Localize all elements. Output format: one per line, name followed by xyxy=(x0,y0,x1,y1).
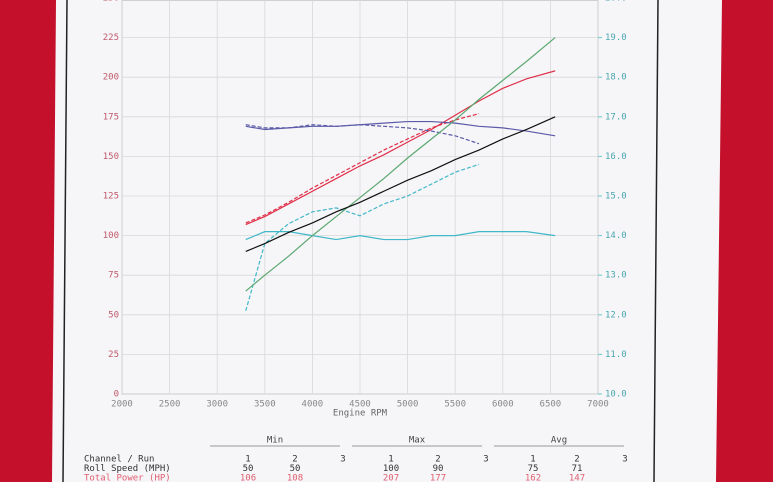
cell: 108 xyxy=(287,474,303,482)
cell: 3 xyxy=(340,455,345,465)
cell: 2 xyxy=(574,455,579,465)
row-label: Total Power (HP) xyxy=(84,474,171,482)
y2-tick-label: 16.0 xyxy=(605,152,627,162)
paper xyxy=(52,0,722,482)
cell: 50 xyxy=(290,464,301,474)
y-tick-label: 150 xyxy=(103,152,119,162)
y2-tick-label: 10.0 xyxy=(605,390,627,400)
x-tick-label: 5500 xyxy=(444,400,466,410)
cell: 207 xyxy=(383,474,399,482)
y2-tick-label: 11.0 xyxy=(605,350,627,360)
row-label: Roll Speed (MPH) xyxy=(84,464,171,474)
cell: 1 xyxy=(530,455,535,465)
series-line xyxy=(245,113,480,224)
y2-tick-label: 12.0 xyxy=(605,310,627,320)
x-tick-label: 2500 xyxy=(159,400,181,410)
series-line xyxy=(245,120,556,137)
y2-tick-label: 19.0 xyxy=(605,33,627,43)
y-tick-label: 75 xyxy=(108,271,119,281)
x-tick-label: 3500 xyxy=(254,400,276,410)
cell: 3 xyxy=(622,455,627,465)
group-header: Avg xyxy=(551,436,567,446)
series-line xyxy=(245,37,556,292)
cell: 3 xyxy=(483,455,488,465)
cell: 162 xyxy=(525,474,541,482)
cell: 1 xyxy=(245,455,250,465)
cell: 75 xyxy=(528,464,539,474)
row-label: Channel / Run xyxy=(84,455,154,465)
y2-tick-label: 13.0 xyxy=(605,271,627,281)
paper-edge xyxy=(62,0,68,482)
y-tick-label: 200 xyxy=(103,73,119,83)
group-header: Max xyxy=(409,436,426,446)
y-tick-label: 225 xyxy=(103,33,119,43)
y2-tick-label: 15.0 xyxy=(605,192,627,202)
x-tick-label: 6500 xyxy=(540,400,562,410)
series-line xyxy=(245,163,480,312)
y-tick-label: 25 xyxy=(108,350,119,360)
x-tick-label: 2000 xyxy=(111,400,133,410)
x-tick-label: 7000 xyxy=(587,400,609,410)
x-tick-label: 6000 xyxy=(492,400,514,410)
cell: 177 xyxy=(430,474,446,482)
x-tick-label: 5000 xyxy=(397,400,419,410)
y2-tick-label: 17.0 xyxy=(605,112,627,122)
cell: 100 xyxy=(383,464,399,474)
cell: 147 xyxy=(569,474,585,482)
series-line xyxy=(245,70,556,226)
y-tick-label: 50 xyxy=(108,310,119,320)
series-line xyxy=(245,231,556,241)
paper-edge xyxy=(653,0,659,482)
cell: 106 xyxy=(240,474,256,482)
x-tick-label: 3000 xyxy=(206,400,228,410)
cell: 71 xyxy=(572,464,583,474)
cell: 2 xyxy=(435,455,440,465)
y2-tick-label: 14.0 xyxy=(605,231,627,241)
y2-tick-label: 18.0 xyxy=(605,73,627,83)
y-tick-label: 125 xyxy=(103,192,119,202)
x-axis-title: Engine RPM xyxy=(333,409,388,419)
series-line xyxy=(245,116,556,252)
x-tick-label: 4000 xyxy=(302,400,324,410)
cell: 90 xyxy=(433,464,444,474)
x-tick-label: 4500 xyxy=(349,400,371,410)
y-tick-label: 250 xyxy=(103,0,119,4)
cell: 2 xyxy=(292,455,297,465)
cell: 50 xyxy=(243,464,254,474)
y-tick-label: 175 xyxy=(103,112,119,122)
cell: 1 xyxy=(388,455,393,465)
group-header: Min xyxy=(267,436,283,446)
y2-tick-label: 20.0 xyxy=(605,0,627,4)
y-tick-label: 0 xyxy=(114,390,119,400)
y-tick-label: 100 xyxy=(103,231,119,241)
